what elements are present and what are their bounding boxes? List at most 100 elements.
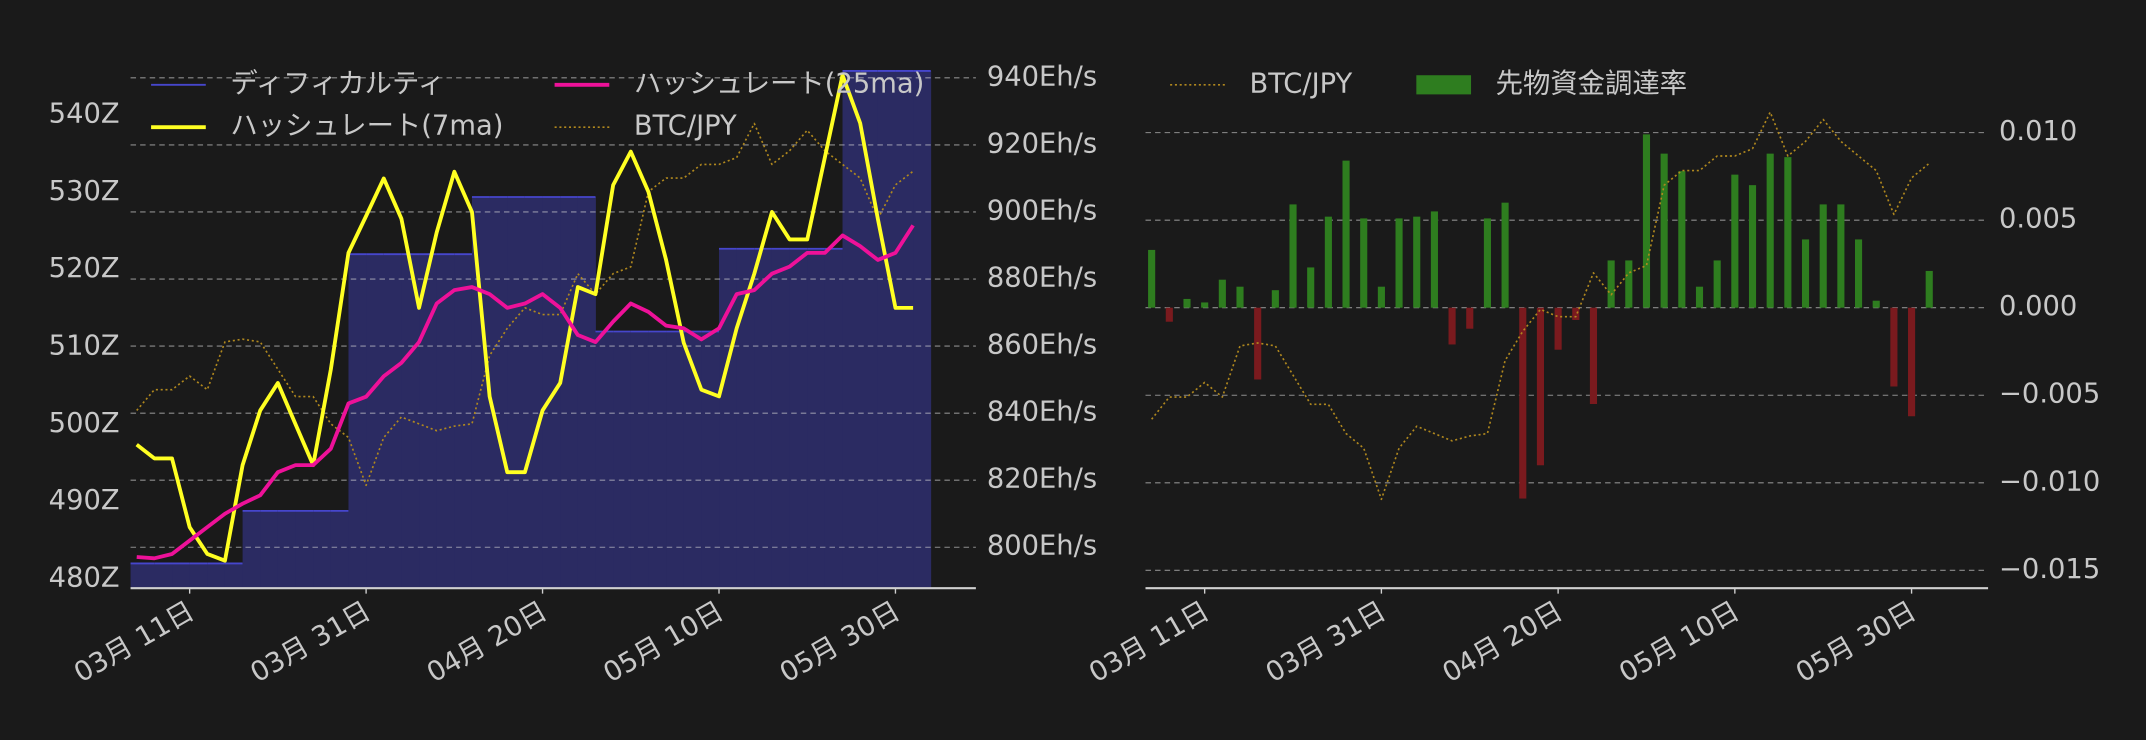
- difficulty-step: [824, 248, 843, 589]
- legend-label: BTC/JPY: [634, 111, 737, 142]
- y-tick-label: 0.005: [1999, 204, 2077, 235]
- difficulty-step: [613, 331, 632, 589]
- y-tick-label: 490Z: [49, 485, 120, 516]
- funding-bar: [1642, 134, 1651, 308]
- difficulty-step: [260, 510, 279, 589]
- funding-bar: [1872, 300, 1880, 308]
- y-tick-label: 820Eh/s: [987, 464, 1097, 495]
- difficulty-step: [172, 563, 191, 589]
- funding-bar: [1466, 307, 1474, 329]
- funding-bar: [1165, 307, 1173, 322]
- funding-bar: [1307, 267, 1315, 308]
- funding-bar: [1501, 202, 1509, 308]
- difficulty-step: [419, 254, 438, 589]
- funding-bar: [1271, 290, 1279, 308]
- y-tick-label: 520Z: [49, 253, 120, 284]
- funding-bar: [1607, 260, 1615, 308]
- funding-bar: [1678, 171, 1686, 308]
- y-tick-label: 860Eh/s: [987, 330, 1097, 361]
- funding-bar: [1148, 249, 1156, 308]
- difficulty-step: [507, 196, 526, 589]
- funding-bar: [1430, 211, 1438, 308]
- difficulty-step: [719, 248, 738, 589]
- legend-label: ディフィカルティ: [230, 68, 445, 99]
- legend-swatch: [1416, 75, 1472, 95]
- difficulty-step: [295, 510, 314, 589]
- difficulty-step: [224, 563, 243, 589]
- funding-bar: [1748, 185, 1757, 308]
- difficulty-step: [630, 331, 649, 589]
- funding-bar: [1236, 286, 1244, 308]
- funding-bar: [1695, 286, 1704, 308]
- funding-bar: [1413, 216, 1421, 308]
- difficulty-step: [154, 563, 173, 589]
- y-tick-label: −0.010: [1999, 466, 2100, 497]
- y-tick-label: 510Z: [49, 330, 120, 361]
- funding-bar: [1324, 216, 1332, 308]
- difficulty-step: [648, 331, 667, 589]
- funding-bar: [1854, 239, 1863, 308]
- funding-bar: [1289, 204, 1297, 308]
- difficulty-step: [436, 254, 455, 589]
- difficulty-step: [895, 70, 914, 589]
- y-tick-label: −0.005: [1999, 379, 2100, 410]
- difficulty-step: [807, 248, 826, 589]
- hashrate-line: [135, 73, 914, 563]
- difficulty-step: [595, 331, 614, 589]
- funding-bar: [1519, 307, 1527, 499]
- y-tick-label: 940Eh/s: [987, 61, 1097, 92]
- difficulty-step: [736, 248, 755, 589]
- difficulty-step: [348, 254, 367, 589]
- funding-bar: [1908, 307, 1916, 417]
- funding-bar: [1395, 218, 1403, 308]
- y-tick-label: 0.010: [1999, 116, 2077, 147]
- funding-bar: [1589, 307, 1598, 404]
- difficulty-step: [701, 331, 720, 589]
- y-tick-label: 840Eh/s: [987, 397, 1097, 428]
- difficulty-step: [560, 196, 579, 589]
- funding-bar: [1554, 307, 1562, 350]
- funding-bar: [1625, 260, 1633, 308]
- funding-bar: [1801, 239, 1810, 308]
- difficulty-step: [666, 331, 685, 589]
- difficulty-step: [754, 248, 773, 589]
- legend-label: BTC/JPY: [1249, 68, 1352, 99]
- y-tick-label: 480Z: [49, 562, 120, 593]
- difficulty-step: [877, 70, 896, 589]
- funding-bar: [1360, 218, 1368, 308]
- difficulty-step: [207, 563, 226, 589]
- y-tick-label: 920Eh/s: [987, 128, 1097, 159]
- difficulty-step: [383, 254, 402, 589]
- difficulty-step: [842, 70, 861, 589]
- price-line: [1151, 111, 1930, 501]
- y-tick-label: 880Eh/s: [987, 263, 1097, 294]
- funding-bar: [1483, 218, 1491, 308]
- difficulty-step: [577, 196, 596, 589]
- legend-label: ハッシュレート(25ma): [634, 68, 924, 99]
- legend-label: ハッシュレート(7ma): [230, 111, 503, 142]
- difficulty-step: [242, 510, 261, 589]
- legend-label: 先物資金調達率: [1496, 68, 1687, 99]
- difficulty-step: [683, 331, 702, 589]
- difficulty-step: [860, 70, 879, 589]
- hashrate-line: [136, 224, 915, 561]
- difficulty-step: [313, 510, 332, 589]
- difficulty-step: [789, 248, 808, 589]
- y-tick-label: 540Z: [49, 99, 120, 130]
- funding-bar: [1837, 204, 1845, 308]
- difficulty-step: [366, 254, 385, 589]
- difficulty-step: [454, 254, 473, 589]
- difficulty-step: [489, 196, 508, 589]
- difficulty-step: [471, 196, 491, 589]
- difficulty-step: [130, 563, 155, 589]
- funding-bar: [1201, 302, 1209, 308]
- funding-bar: [1925, 270, 1933, 308]
- difficulty-step: [277, 510, 296, 589]
- difficulty-step: [189, 563, 208, 589]
- difficulty-step: [524, 196, 543, 589]
- price-line: [136, 122, 914, 487]
- funding-bar: [1342, 160, 1350, 308]
- funding-bar: [1660, 153, 1668, 308]
- funding-bar: [1819, 204, 1827, 308]
